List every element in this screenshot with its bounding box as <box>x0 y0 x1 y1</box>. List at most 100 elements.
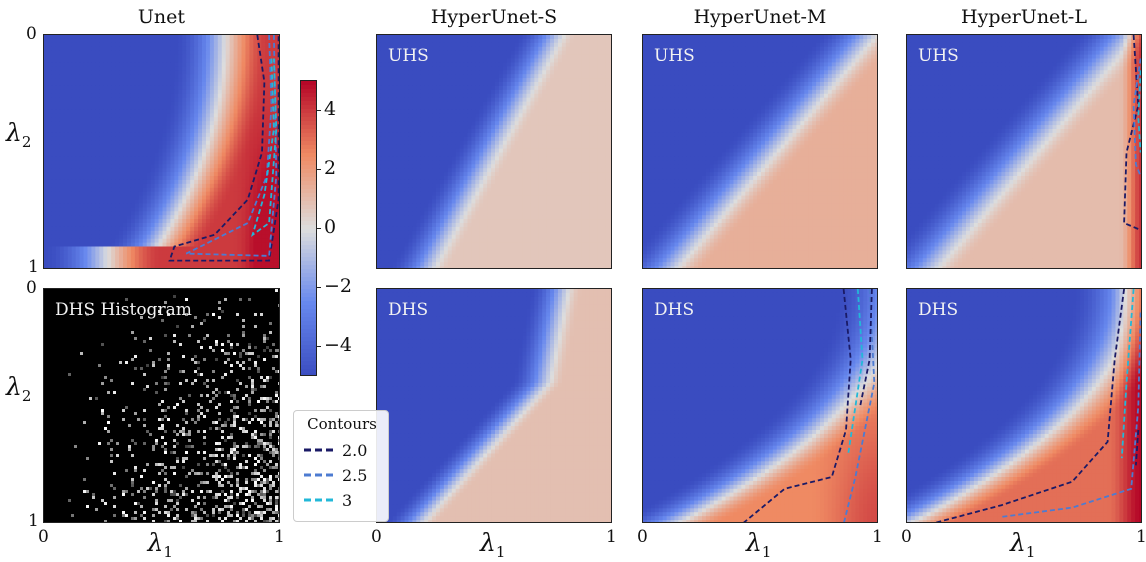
heatmap-cell <box>154 101 160 107</box>
heatmap-cell <box>221 70 227 75</box>
histogram-bin <box>230 394 233 397</box>
heatmap-cell <box>166 97 171 103</box>
histogram-bin <box>221 436 224 439</box>
heatmap-cell <box>166 109 171 114</box>
heatmap-cell <box>182 97 187 103</box>
heatmap-cell <box>111 156 116 161</box>
heatmap-cell <box>126 266 132 268</box>
heatmap-cell <box>150 234 156 240</box>
heatmap-cell <box>198 156 203 161</box>
heatmap-cell <box>194 219 199 224</box>
heatmap-cell <box>47 226 53 232</box>
heatmap-cell <box>561 58 567 64</box>
heatmap-cell <box>174 93 179 99</box>
histogram-bin <box>236 400 239 403</box>
heatmap-cell <box>241 164 247 169</box>
heatmap-cell <box>245 62 250 67</box>
histogram-bin <box>251 517 254 520</box>
heatmap-cell <box>83 93 89 99</box>
heatmap-cell <box>194 105 199 111</box>
heatmap-cell <box>178 70 183 75</box>
histogram-bin <box>221 349 224 352</box>
heatmap-cell <box>75 42 81 48</box>
heatmap-cell <box>225 113 231 118</box>
heatmap-cell <box>91 46 96 52</box>
heatmap-cell <box>241 238 247 244</box>
heatmap-cell <box>79 117 85 122</box>
histogram-bin <box>194 379 197 382</box>
histogram-bin <box>248 367 251 370</box>
heatmap-cell <box>273 199 278 205</box>
heatmap-cell <box>87 125 92 130</box>
heatmap-cell <box>225 66 231 71</box>
histogram-bin <box>164 466 167 469</box>
heatmap-cell <box>498 50 504 56</box>
heatmap-cell <box>154 258 160 263</box>
heatmap-cell <box>237 121 243 126</box>
heatmap-cell <box>59 187 65 193</box>
heatmap-cell <box>182 191 187 197</box>
heatmap-cell <box>91 164 96 169</box>
heatmap-cell <box>103 109 108 114</box>
heatmap-cell <box>233 215 239 220</box>
heatmap-cell <box>213 238 219 244</box>
histogram-bin <box>143 511 146 514</box>
heatmap-cell <box>225 266 231 268</box>
heatmap-cell <box>229 160 235 165</box>
histogram-bin <box>182 355 185 358</box>
heatmap-cell <box>186 144 191 150</box>
histogram-bin <box>254 484 257 487</box>
heatmap-cell <box>75 215 81 220</box>
heatmap-cell <box>209 101 215 107</box>
heatmap-cell <box>166 203 171 208</box>
heatmap-cell <box>198 66 203 71</box>
heatmap-cell <box>229 152 235 158</box>
heatmap-cell <box>142 219 148 224</box>
heatmap-cell <box>392 35 398 40</box>
heatmap-cell <box>229 187 235 193</box>
heatmap-cell <box>59 117 65 122</box>
heatmap-cell <box>174 117 179 122</box>
heatmap-cell <box>577 38 583 44</box>
histogram-bin <box>143 409 146 412</box>
heatmap-cell <box>205 211 211 216</box>
histogram-bin <box>107 442 110 445</box>
heatmap-cell <box>162 38 168 44</box>
histogram-bin <box>227 358 230 361</box>
histogram-bin <box>221 310 224 313</box>
heatmap-cell <box>546 62 551 67</box>
heatmap-cell <box>245 38 250 44</box>
heatmap-cell <box>75 195 81 201</box>
histogram-bin <box>68 499 71 502</box>
heatmap-cell <box>190 230 195 236</box>
heatmap-cell <box>229 117 235 122</box>
heatmap-cell <box>115 183 120 189</box>
histogram-bin <box>206 463 209 466</box>
heatmap-cell <box>205 93 211 99</box>
heatmap-cell <box>221 164 227 169</box>
heatmap-cell <box>546 35 551 40</box>
heatmap-cell <box>87 54 92 60</box>
histogram-bin <box>263 448 266 451</box>
heatmap-cell <box>83 176 89 181</box>
histogram-bin <box>278 454 279 457</box>
heatmap-cell <box>217 234 223 240</box>
histogram-bin <box>161 469 164 472</box>
histogram-bin <box>206 481 209 484</box>
heatmap-cell <box>229 254 235 259</box>
heatmap-cell <box>420 58 425 64</box>
heatmap-cell <box>91 191 96 197</box>
heatmap-cell <box>186 187 191 193</box>
heatmap-cell <box>451 50 457 56</box>
heatmap-cell <box>51 160 57 165</box>
histogram-bin <box>248 352 251 355</box>
heatmap-cell <box>75 226 81 232</box>
heatmap-cell <box>79 129 85 134</box>
heatmap-cell <box>158 262 164 267</box>
heatmap-cell <box>261 42 266 48</box>
heatmap-cell <box>213 105 219 111</box>
heatmap-cell <box>190 215 195 220</box>
histogram-bin <box>251 499 254 502</box>
histogram-bin <box>167 352 170 355</box>
heatmap-cell <box>233 234 239 240</box>
